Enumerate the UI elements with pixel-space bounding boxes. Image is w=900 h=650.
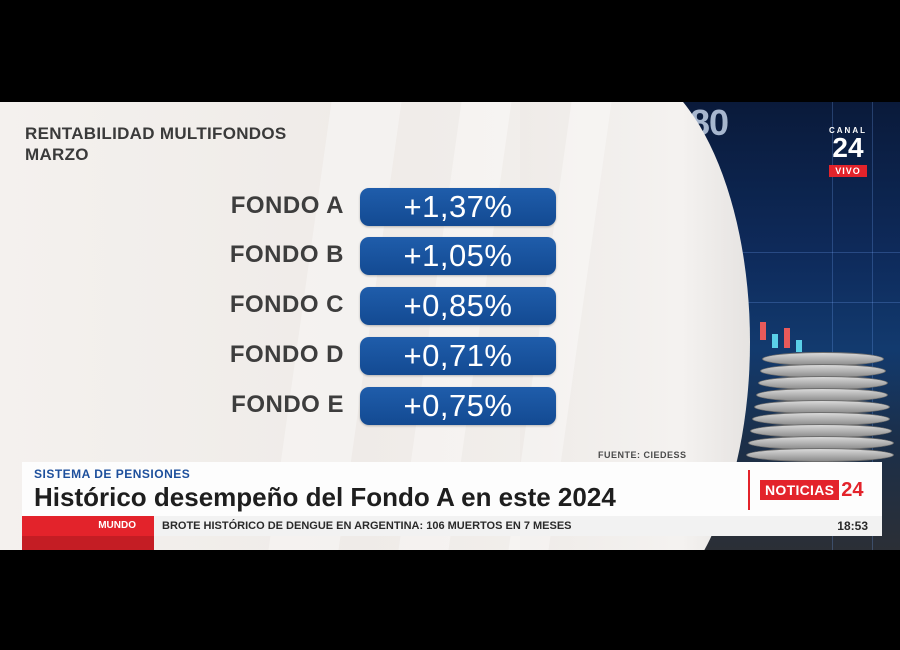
fund-row-d: FONDO D +0,71% [180, 337, 560, 377]
fund-row-e: FONDO E +0,75% [180, 387, 560, 427]
fund-value-pill: +0,75% [360, 387, 556, 425]
title-line-1: RENTABILIDAD MULTIFONDOS [25, 124, 287, 143]
news-ticker: MUNDO BROTE HISTÓRICO DE DENGUE EN ARGEN… [22, 516, 882, 536]
ticker-section-base [22, 536, 154, 550]
fund-row-c: FONDO C +0,85% [180, 287, 560, 327]
fund-label: FONDO B [229, 241, 344, 268]
lower-third-category: SISTEMA DE PENSIONES [34, 467, 191, 481]
fund-value-pill: +0,85% [360, 287, 556, 325]
logo-number: 24 [832, 132, 864, 163]
ticker-clock: 18:53 [837, 519, 868, 533]
source-credit: FUENTE: CIEDESS [598, 450, 687, 460]
graphic-title: RENTABILIDAD MULTIFONDOS MARZO [25, 123, 287, 165]
fund-value-pill: +1,05% [360, 237, 556, 275]
fund-label: FONDO C [229, 291, 344, 318]
lower-third: SISTEMA DE PENSIONES Histórico desempeño… [22, 462, 882, 516]
fund-value-pill: +0,71% [360, 337, 556, 375]
lower-third-divider [748, 470, 750, 510]
fund-label: FONDO E [231, 391, 344, 418]
logo-canal-text: CANAL [829, 126, 867, 135]
canal-24-logo: CANAL 24 VIVO [822, 126, 874, 179]
lower-third-headline: Histórico desempeño del Fondo A en este … [34, 482, 616, 512]
fund-row-a: FONDO A +1,37% [180, 188, 560, 228]
ticker-section: MUNDO [22, 516, 154, 536]
brand-word: NOTICIAS [760, 480, 840, 500]
live-badge: VIVO [829, 165, 867, 177]
fund-label: FONDO A [230, 192, 344, 219]
title-line-2: MARZO [25, 145, 89, 164]
noticias-24-brand: NOTICIAS 24 [760, 478, 864, 501]
fund-value-pill: +1,37% [360, 188, 556, 226]
fund-row-b: FONDO B +1,05% [180, 237, 560, 277]
fund-label: FONDO D [229, 341, 344, 368]
brand-number: 24 [841, 478, 864, 501]
ticker-text: BROTE HISTÓRICO DE DENGUE EN ARGENTINA: … [162, 520, 572, 532]
broadcast-frame: 80 CANAL 24 VIVO RENTABILIDAD MULTIFONDO… [0, 102, 900, 550]
